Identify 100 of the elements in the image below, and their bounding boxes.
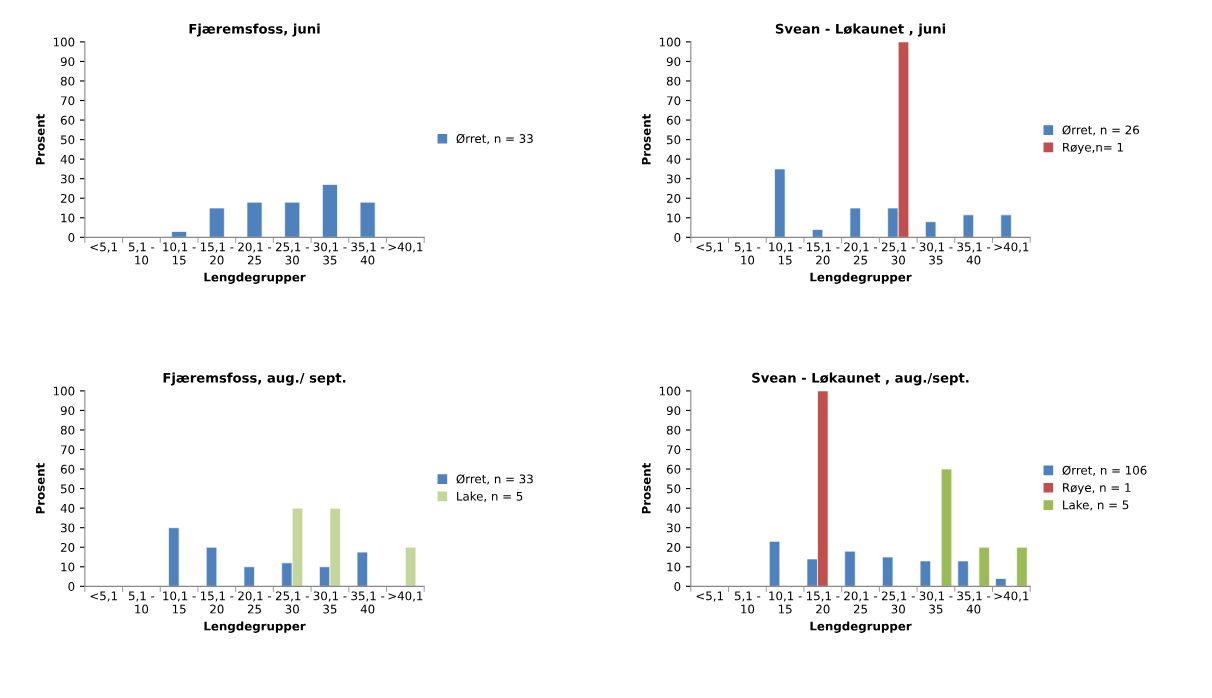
y-tick-label: 80 <box>60 425 75 435</box>
y-tick-label: 30 <box>667 174 681 184</box>
x-tick-label: 35,1 - 40 <box>957 591 991 614</box>
y-tick-label: 0 <box>68 582 75 591</box>
x-tick-label: 15,1 - 20 <box>200 242 234 265</box>
x-tick-label: 30,1 - 35 <box>919 242 953 265</box>
y-tick-label: 30 <box>61 523 75 533</box>
x-tick-label: 20,1 - 25 <box>844 242 878 265</box>
y-tick-label: 60 <box>666 115 681 125</box>
y-axis-title: Prosent <box>641 463 651 514</box>
x-tick-label: 30,1 - 35 <box>313 242 347 265</box>
legend-label: Lake, n = 5 <box>457 491 523 502</box>
x-tick-label: 10,1 - 15 <box>769 591 802 614</box>
x-tick-label: 35,1 - 40 <box>351 591 385 614</box>
x-tick-label: >40,1 <box>994 242 1029 253</box>
y-tick-label: 20 <box>666 193 681 203</box>
x-tick-label: 5,1 - 10 <box>734 242 761 265</box>
x-tick-label: 30,1 - 35 <box>919 591 953 614</box>
bar <box>768 541 781 587</box>
bar <box>168 527 180 587</box>
y-tick-label: 80 <box>666 76 681 86</box>
chart-title: Svean - Løkaunet , aug./sept. <box>752 372 969 386</box>
y-tick-label: 90 <box>60 406 75 416</box>
y-tick-label: 0 <box>674 233 681 242</box>
y-tick-label: 40 <box>60 154 75 164</box>
x-tick-label: <5,1 <box>696 591 723 602</box>
y-tick-label: 70 <box>667 445 681 455</box>
y-tick-label: 70 <box>667 96 681 106</box>
bar <box>978 546 990 587</box>
x-tick-label: <5,1 <box>90 591 117 602</box>
chart-title: Svean - Løkaunet , juni <box>775 23 946 37</box>
x-axis-title: Lengdegrupper <box>204 272 306 284</box>
chart-title: Fjæremsfoss, juni <box>189 23 320 37</box>
bar <box>957 560 969 587</box>
x-tick-label: 5,1 - 10 <box>734 591 761 614</box>
bar <box>284 201 301 238</box>
y-tick-label: 30 <box>61 174 75 184</box>
y-tick-label: 50 <box>667 135 681 145</box>
y-tick-label: 30 <box>667 523 681 533</box>
bar <box>995 578 1007 587</box>
y-tick-label: 90 <box>666 406 681 416</box>
y-tick-label: 20 <box>60 542 75 552</box>
y-tick-label: 40 <box>60 503 75 513</box>
bar <box>171 231 187 238</box>
x-tick-label: 15,1 - 20 <box>806 591 840 614</box>
y-tick-label: 20 <box>666 542 681 552</box>
y-tick-label: 50 <box>61 135 75 145</box>
bar <box>246 201 263 238</box>
bar <box>359 201 376 238</box>
legend-label: Ørret, n = 106 <box>1062 465 1147 476</box>
y-axis-title: Prosent <box>35 463 45 514</box>
bar <box>919 560 931 587</box>
bar <box>243 566 255 587</box>
bar <box>940 468 953 587</box>
y-tick-label: 90 <box>60 57 75 67</box>
y-tick-label: 80 <box>666 425 681 435</box>
bar <box>1016 546 1028 587</box>
bar <box>774 168 786 238</box>
x-tick-label: >40,1 <box>388 242 423 253</box>
x-tick-label: >40,1 <box>994 591 1029 602</box>
bar <box>882 556 894 587</box>
y-tick-label: 0 <box>68 233 75 242</box>
bar <box>1000 214 1012 238</box>
bar <box>405 546 417 587</box>
bar <box>322 184 338 238</box>
x-tick-label: 20,1 - 25 <box>238 591 272 614</box>
x-tick-label: 5,1 - 10 <box>128 242 155 265</box>
x-tick-label: 35,1 - 40 <box>351 242 385 265</box>
bar <box>811 229 824 238</box>
y-axis-title: Prosent <box>35 114 45 165</box>
y-tick-label: 10 <box>61 213 75 223</box>
y-tick-label: 70 <box>61 445 75 455</box>
x-tick-label: 25,1 - 30 <box>275 591 309 614</box>
x-tick-label: 25,1 - 30 <box>275 242 309 265</box>
y-tick-label: 50 <box>61 484 75 494</box>
x-tick-label: 35,1 - 40 <box>957 242 991 265</box>
x-tick-label: 25,1 - 30 <box>881 242 915 265</box>
x-tick-label: 15,1 - 20 <box>806 242 840 265</box>
x-axis-title: Lengdegrupper <box>810 621 912 633</box>
legend-label: Lake, n = 5 <box>1063 500 1129 511</box>
x-tick-label: 30,1 - 35 <box>313 591 347 614</box>
x-tick-label: 15,1 - 20 <box>200 591 234 614</box>
x-tick-label: 10,1 - 15 <box>163 591 196 614</box>
y-tick-label: 20 <box>60 193 75 203</box>
y-tick-label: 10 <box>667 562 681 572</box>
y-tick-label: 60 <box>60 115 75 125</box>
bar <box>844 550 856 587</box>
y-tick-label: 40 <box>666 503 681 513</box>
x-tick-label: 20,1 - 25 <box>238 242 272 265</box>
x-tick-label: <5,1 <box>696 242 723 253</box>
y-tick-label: 10 <box>61 562 75 572</box>
y-tick-label: 80 <box>60 76 75 86</box>
y-tick-label: 100 <box>659 386 681 396</box>
y-tick-label: 100 <box>53 386 75 396</box>
x-tick-label: >40,1 <box>388 591 423 602</box>
legend-label: Ørret, n = 26 <box>1062 125 1140 136</box>
y-axis-title: Prosent <box>641 114 651 165</box>
y-tick-label: 100 <box>659 37 681 47</box>
bar <box>849 207 861 238</box>
x-axis-title: Lengdegrupper <box>810 272 912 284</box>
